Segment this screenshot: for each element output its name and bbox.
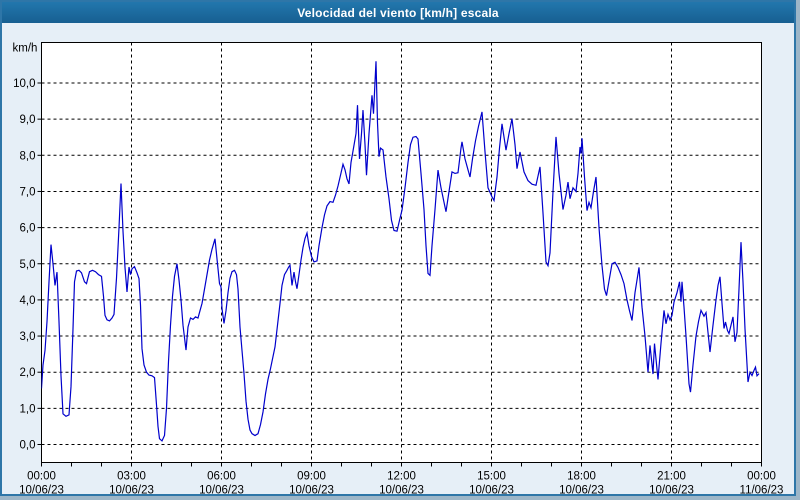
x-tick-date: 10/06/23 xyxy=(469,485,514,497)
x-tick-time: 00:00 xyxy=(747,471,776,483)
y-tick-label: 5,0 xyxy=(20,259,36,271)
x-tick-time: 06:00 xyxy=(207,471,236,483)
x-tick-date: 10/06/23 xyxy=(379,485,424,497)
wind-speed-line xyxy=(41,61,760,442)
x-tick-date: 10/06/23 xyxy=(289,485,334,497)
y-tick-label: 3,0 xyxy=(20,331,36,343)
x-tick-time: 03:00 xyxy=(117,471,146,483)
x-tick-time: 18:00 xyxy=(567,471,596,483)
y-tick-label: 9,0 xyxy=(20,114,36,126)
wind-speed-chart: 0,0 1,0 2,0 3,0 4,0 5,0 6,0 7,0 8,0 9,0 10,0 00:00 1… xyxy=(13,42,784,497)
plot-host: 0,0 1,0 2,0 3,0 4,0 5,0 6,0 7,0 8,0 9,0 10,0 00:00 1… xyxy=(2,23,794,497)
y-tick-label: 1,0 xyxy=(20,403,36,415)
x-tick-date: 11/06/23 xyxy=(740,485,784,497)
window-titlebar: Velocidad del viento [km/h] escala xyxy=(2,2,794,23)
x-axis-labels: 00:00 10/06/23 03:00 10/06/23 06:00 10/06/23 0… xyxy=(19,471,784,497)
x-tick-date: 10/06/23 xyxy=(199,485,244,497)
x-tick-date: 10/06/23 xyxy=(559,485,604,497)
x-tick-time: 09:00 xyxy=(297,471,326,483)
x-tick-date: 10/06/23 xyxy=(19,485,64,497)
window-title: Velocidad del viento [km/h] escala xyxy=(297,5,499,20)
y-tick-label: 0,0 xyxy=(20,440,36,452)
y-axis-unit-label: km/h xyxy=(13,43,38,55)
gridlines: 0,0 1,0 2,0 3,0 4,0 5,0 6,0 7,0 8,0 9,0 10,0 xyxy=(13,42,762,467)
y-tick-label: 7,0 xyxy=(20,186,36,198)
x-tick-time: 15:00 xyxy=(477,471,506,483)
y-tick-label: 6,0 xyxy=(20,223,36,235)
y-tick-label: 10,0 xyxy=(13,78,35,90)
y-tick-label: 8,0 xyxy=(20,150,36,162)
x-tick-time: 12:00 xyxy=(387,471,416,483)
y-tick-label: 2,0 xyxy=(20,367,36,379)
x-tick-date: 10/06/23 xyxy=(649,485,694,497)
x-tick-date: 10/06/23 xyxy=(109,485,154,497)
y-tick-label: 4,0 xyxy=(20,295,36,307)
x-tick-time: 00:00 xyxy=(27,471,56,483)
x-tick-time: 21:00 xyxy=(657,471,686,483)
